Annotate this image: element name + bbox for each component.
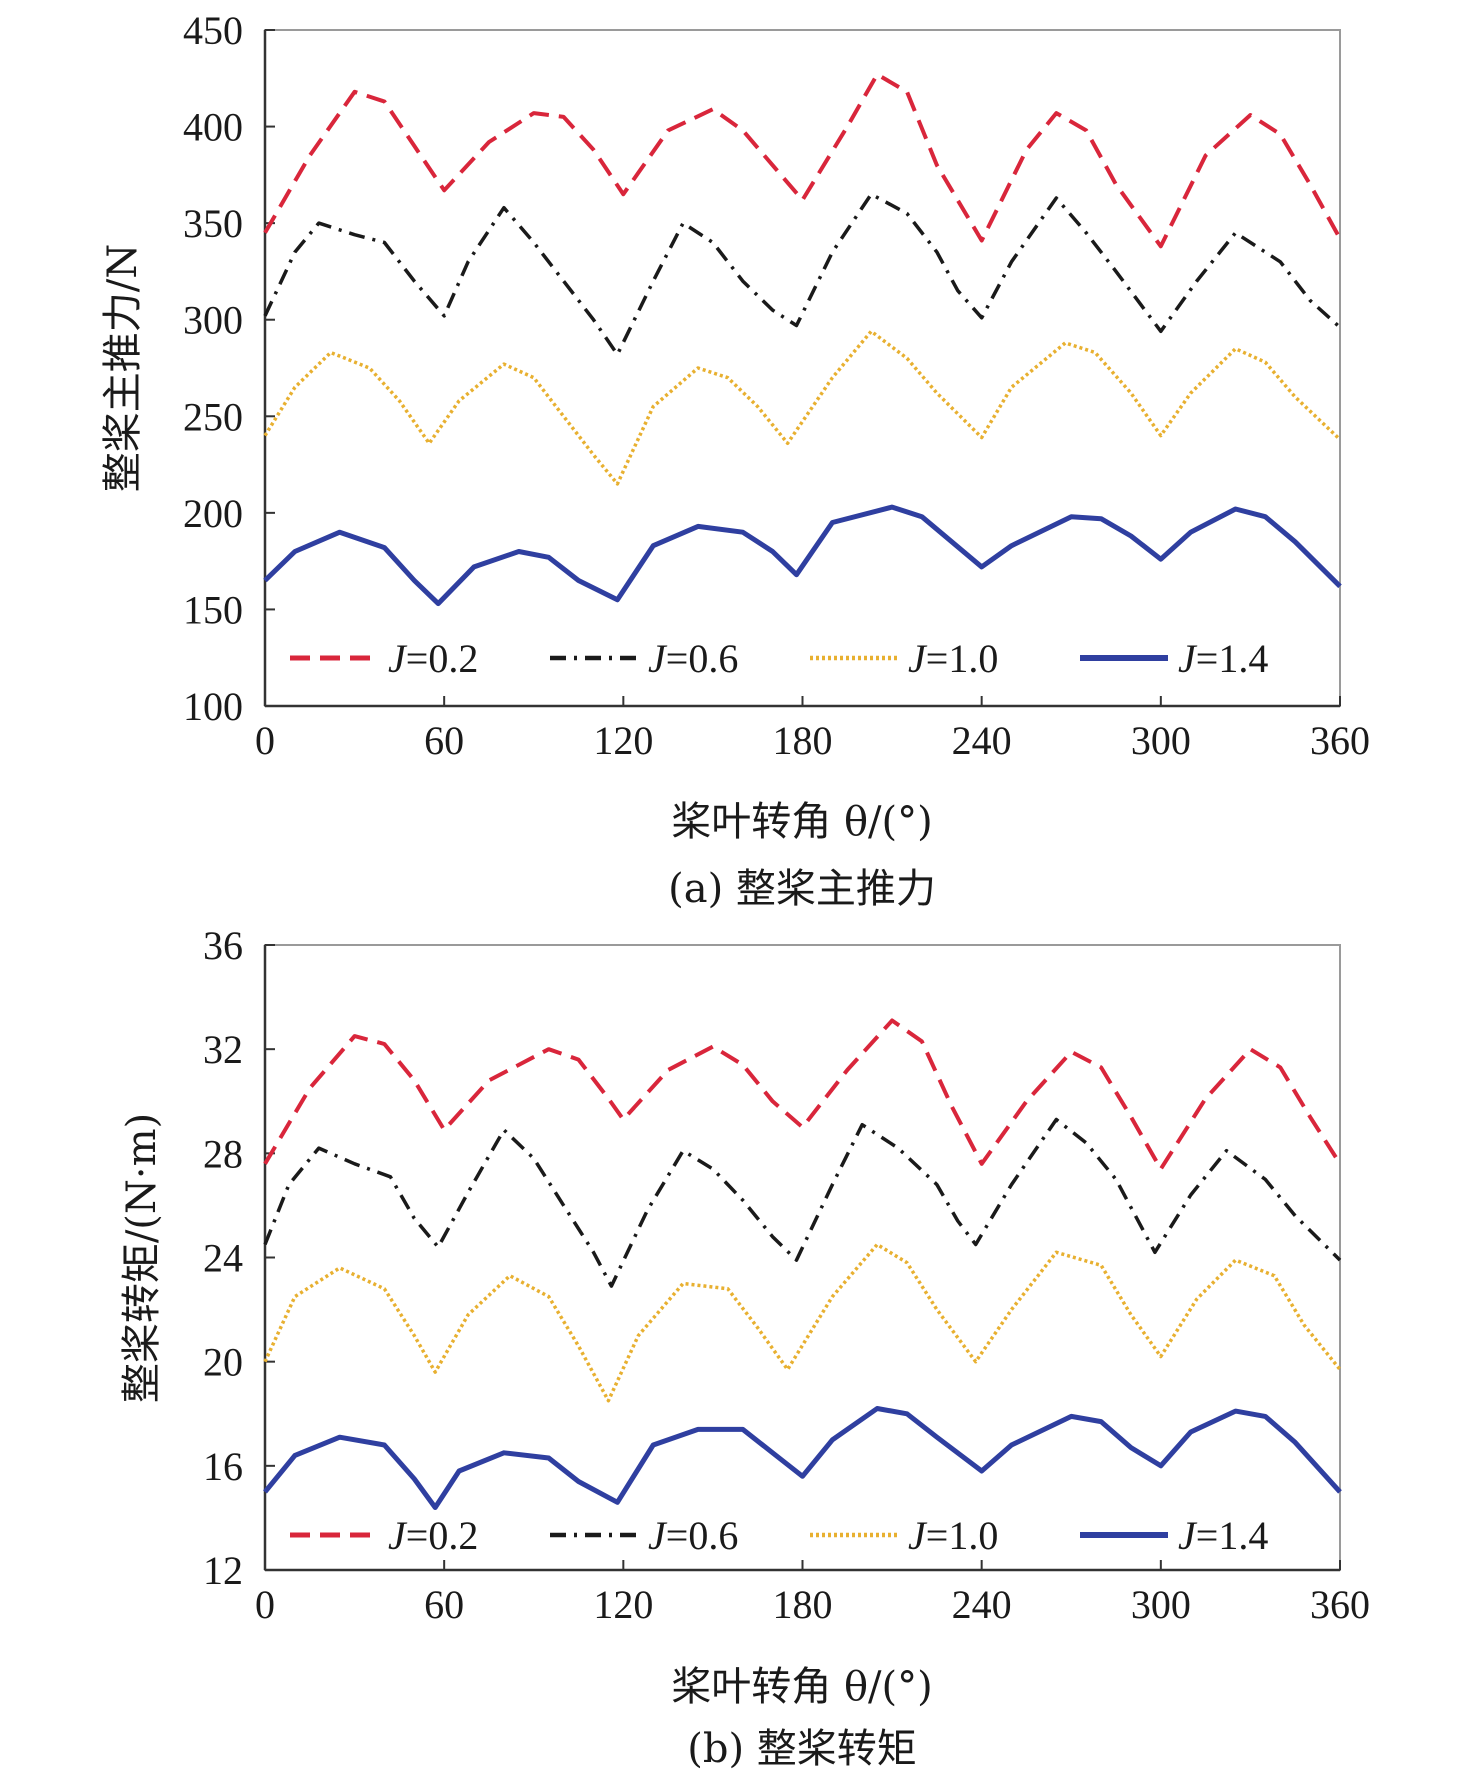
y-tick-label: 16 [203, 1444, 243, 1489]
y-tick-label: 200 [183, 491, 243, 536]
series-line-J-1-0 [263, 1242, 1342, 1403]
y-tick-label: 28 [203, 1131, 243, 1176]
y-tick-label: 450 [183, 8, 243, 53]
legend-label: J=1.4 [1178, 636, 1268, 681]
y-axis-label-b: 整桨转矩/(N·m) [119, 1113, 165, 1403]
x-tick-label: 180 [773, 1582, 833, 1627]
plot-frame-a [264, 29, 1341, 707]
legend-label: J=1.0 [908, 1513, 998, 1558]
y-tick-label: 20 [203, 1340, 243, 1385]
legend-label: J=1.4 [1178, 1513, 1268, 1558]
legend-b: J=0.2 J=0.6 J=1.0 J=1.4 [290, 1513, 1268, 1558]
y-tick-label: 300 [183, 298, 243, 343]
x-tick-label: 120 [593, 718, 653, 763]
x-axis-label-b: 桨叶转角 θ/(°) [671, 1664, 932, 1710]
x-tick-label: 300 [1131, 1582, 1191, 1627]
y-tick-label: 400 [183, 105, 243, 150]
series-b [263, 1018, 1342, 1510]
ticks-a: 0 60 120 180 240 300 360 100 150 200 250 300 350 400 4… [183, 8, 1370, 763]
chart-a: 0 60 120 180 240 300 360 100 150 200 250 300 350 400 4… [100, 8, 1370, 912]
series-line-J-1-0 [263, 329, 1342, 486]
x-tick-label: 0 [255, 1582, 275, 1627]
x-tick-label: 180 [773, 718, 833, 763]
series-a [263, 72, 1342, 607]
legend-label: J=0.2 [388, 1513, 478, 1558]
caption-b: (b) 整桨转矩 [687, 1726, 917, 1772]
y-tick-label: 32 [203, 1027, 243, 1072]
series-line-J-1-4 [263, 1406, 1342, 1510]
y-tick-label: 250 [183, 394, 243, 439]
x-tick-label: 360 [1310, 718, 1370, 763]
legend-label: J=0.6 [648, 636, 738, 681]
y-tick-label: 24 [203, 1236, 243, 1281]
x-axis-label-a: 桨叶转角 θ/(°) [671, 799, 932, 845]
y-tick-label: 36 [203, 923, 243, 968]
ticks-b: 0 60 120 180 240 300 360 12 16 20 24 28 32 36 [203, 923, 1370, 1627]
x-tick-label: 240 [952, 1582, 1012, 1627]
y-tick-label: 100 [183, 684, 243, 729]
series-line-J-0-2 [263, 72, 1342, 249]
y-tick-label: 150 [183, 587, 243, 632]
legend-label: J=1.0 [908, 636, 998, 681]
series-line-J-0-6 [263, 192, 1342, 357]
x-tick-label: 0 [255, 718, 275, 763]
legend-a: J=0.2 J=0.6 J=1.0 J=1.4 [290, 636, 1268, 681]
x-tick-label: 240 [952, 718, 1012, 763]
series-line-J-0-2 [263, 1018, 1342, 1171]
series-line-J-0-6 [263, 1117, 1342, 1288]
y-axis-label-a: 整桨主推力/N [100, 244, 146, 492]
x-tick-label: 120 [593, 1582, 653, 1627]
x-tick-label: 360 [1310, 1582, 1370, 1627]
legend-label: J=0.6 [648, 1513, 738, 1558]
x-tick-label: 300 [1131, 718, 1191, 763]
legend-label: J=0.2 [388, 636, 478, 681]
x-tick-label: 60 [424, 1582, 464, 1627]
caption-a: (a) 整桨主推力 [668, 866, 936, 912]
x-tick-label: 60 [424, 718, 464, 763]
y-tick-label: 350 [183, 201, 243, 246]
y-tick-label: 12 [203, 1548, 243, 1593]
series-line-J-1-4 [263, 504, 1342, 607]
